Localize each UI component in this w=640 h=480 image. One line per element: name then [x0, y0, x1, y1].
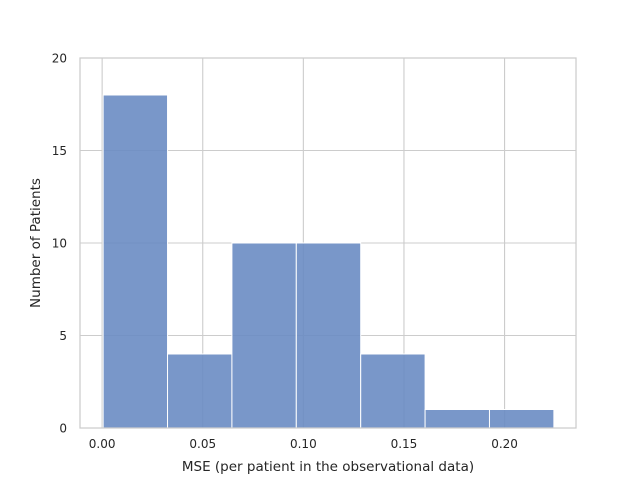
y-tick-label: 15 [52, 144, 67, 158]
x-axis-ticks: 0.00 0.05 0.10 0.15 0.20 [89, 437, 518, 451]
x-tick-label: 0.05 [189, 437, 216, 451]
histogram-bar [488, 409, 555, 429]
x-axis-label: MSE (per patient in the observational da… [182, 459, 474, 475]
histogram-bars [102, 94, 555, 429]
histogram-bar [295, 242, 362, 429]
histogram-bar [231, 242, 297, 429]
histogram-bar [167, 353, 233, 429]
plot-frame [79, 57, 577, 429]
y-tick-label: 10 [52, 237, 67, 251]
y-axis-label: Number of Patients [28, 178, 44, 308]
y-axis-ticks: 0 5 10 15 20 [52, 52, 67, 436]
y-tick-label: 0 [59, 422, 67, 436]
x-tick-label: 0.20 [491, 437, 518, 451]
x-tick-label: 0.15 [391, 437, 418, 451]
histogram-bar [102, 94, 169, 429]
y-tick-label: 20 [52, 52, 67, 66]
y-tick-label: 5 [59, 329, 67, 343]
x-tick-label: 0.10 [290, 437, 317, 451]
x-tick-label: 0.00 [89, 437, 116, 451]
histogram-bar [360, 353, 426, 429]
histogram-bar [424, 409, 490, 429]
